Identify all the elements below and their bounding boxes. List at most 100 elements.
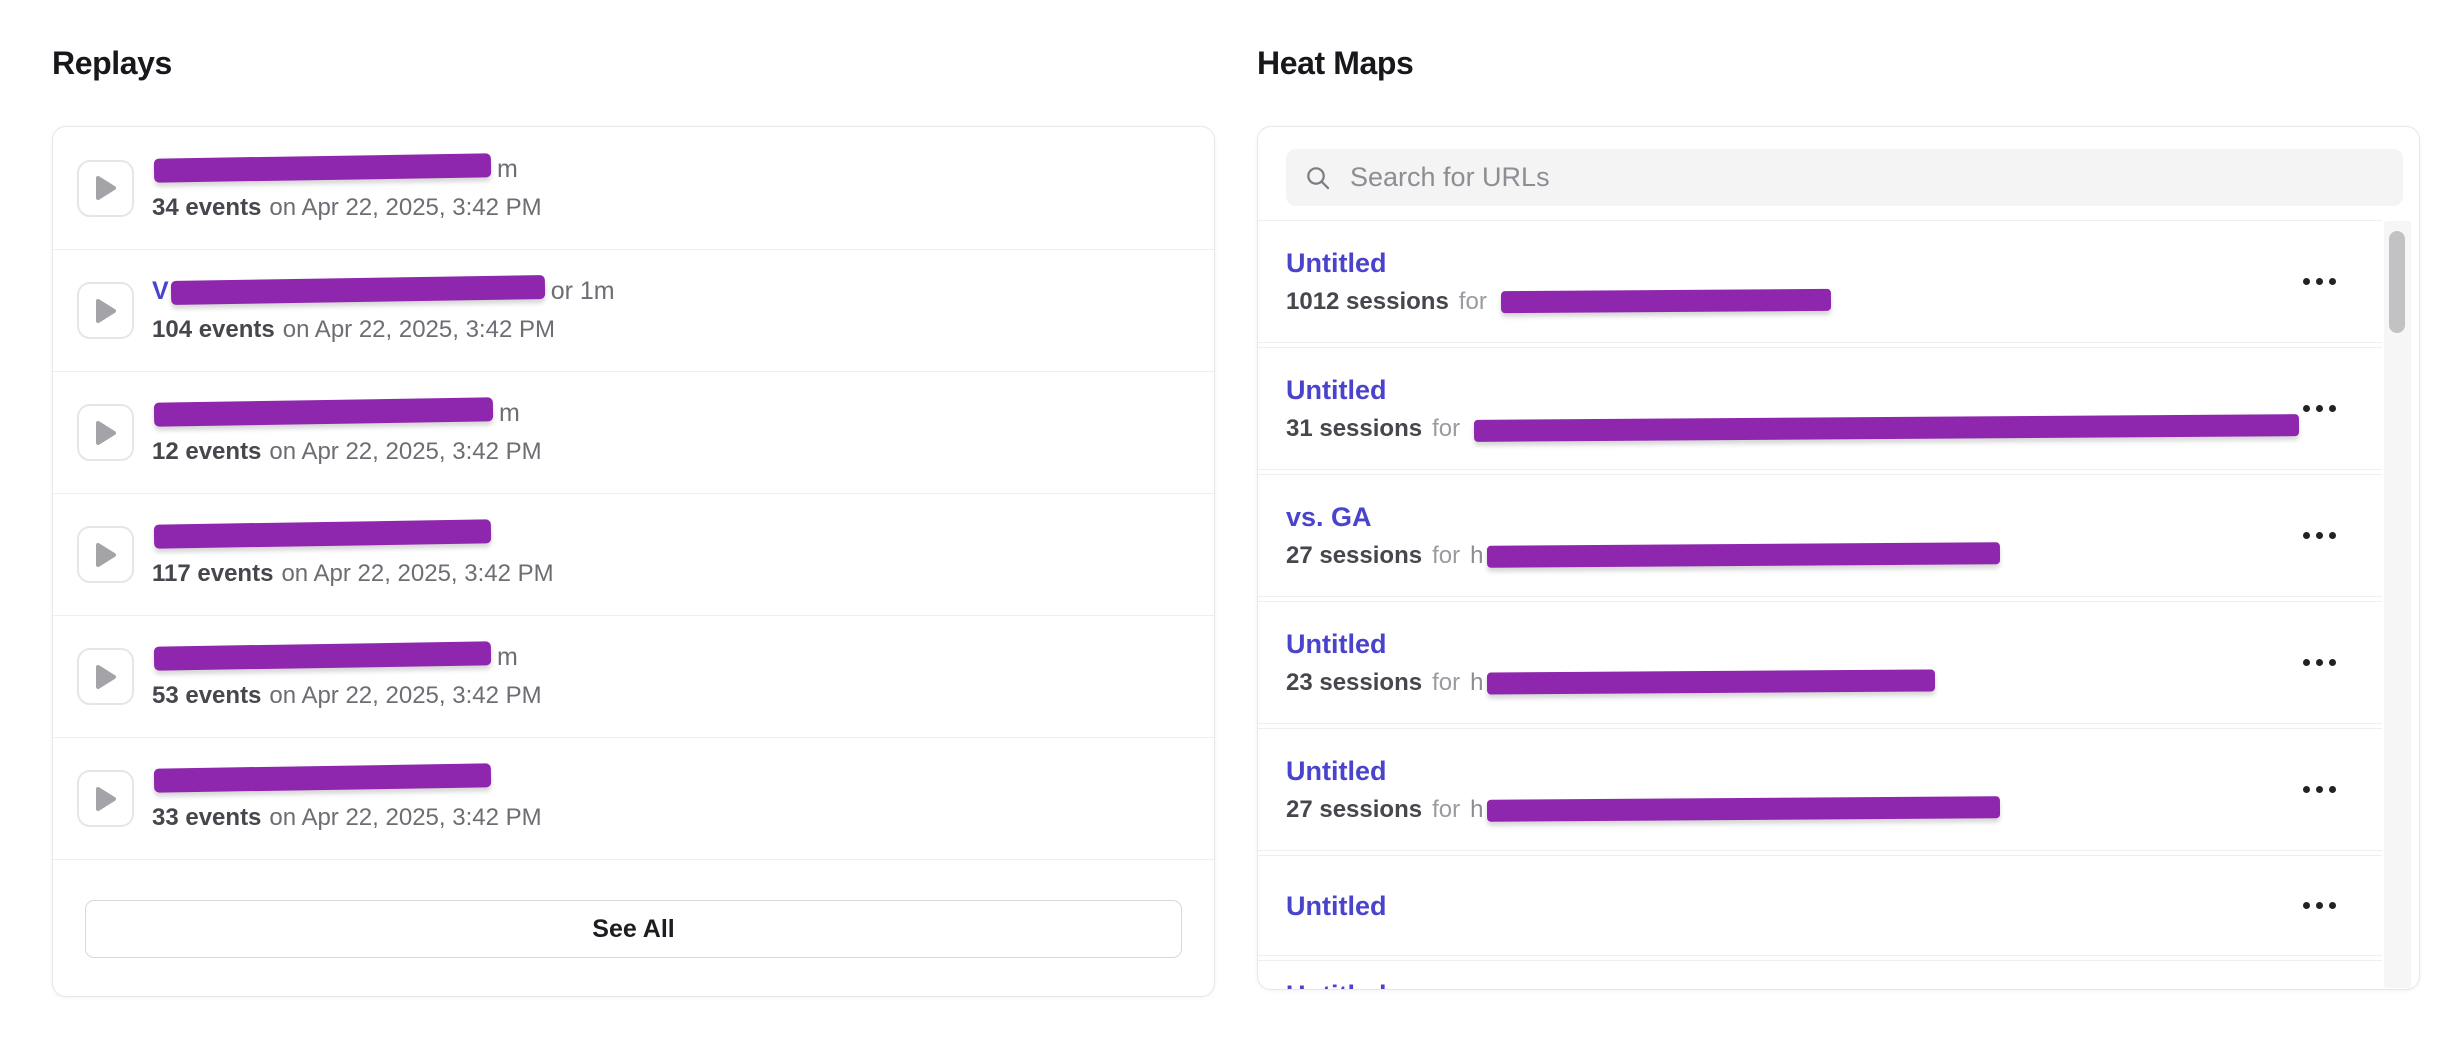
replay-row: 33 events on Apr 22, 2025, 3:42 PM <box>53 737 1214 859</box>
replay-title-tail: or 1m <box>550 277 615 305</box>
replays-heading: Replays <box>52 45 172 81</box>
heatmap-search-input[interactable] <box>1348 161 2385 194</box>
play-button[interactable] <box>77 770 134 827</box>
play-icon <box>95 664 116 689</box>
redaction-bar <box>153 152 492 183</box>
heatmap-search-box <box>1286 149 2403 206</box>
heatmap-search-section <box>1258 127 2419 220</box>
replay-date: on Apr 22, 2025, 3:42 PM <box>282 316 555 343</box>
heatmap-info: Untitled <box>1286 888 1387 924</box>
redaction-bar <box>170 275 545 305</box>
replay-meta: 53 events on Apr 22, 2025, 3:42 PM <box>152 680 542 712</box>
play-icon <box>95 298 116 323</box>
redaction-bar <box>1487 541 2001 568</box>
replay-title-link[interactable]: m <box>152 641 542 673</box>
heatmap-info: Untitled 23 sessions for h <box>1286 626 1936 700</box>
replay-title-link[interactable] <box>152 519 554 551</box>
heatmap-title-link[interactable]: Untitled <box>1286 755 1387 786</box>
play-button[interactable] <box>77 282 134 339</box>
more-options-button[interactable] <box>2299 395 2340 422</box>
replay-title-link[interactable]: m <box>152 152 542 185</box>
scrollbar-track[interactable] <box>2384 221 2411 988</box>
heatmap-for-label: for <box>1432 414 1461 442</box>
heatmap-title-link[interactable]: vs. GA <box>1286 501 1372 532</box>
play-icon <box>95 176 116 200</box>
replay-info: m 53 events on Apr 22, 2025, 3:42 PM <box>152 641 542 712</box>
more-options-button[interactable] <box>2299 268 2340 295</box>
ellipsis-icon <box>2329 902 2336 909</box>
replay-date: on Apr 22, 2025, 3:42 PM <box>269 804 542 831</box>
heatmaps-heading: Heat Maps <box>1257 45 1414 81</box>
heatmap-row: vs. GA 27 sessions for h <box>1258 474 2382 597</box>
heatmap-info: vs. GA 27 sessions for h <box>1286 499 2001 573</box>
ellipsis-icon <box>2329 278 2336 285</box>
play-button[interactable] <box>77 159 134 217</box>
redaction-bar <box>1474 413 2300 442</box>
more-options-button[interactable] <box>2299 776 2340 803</box>
replay-event-count: 117 events <box>152 560 274 587</box>
replay-meta: 33 events on Apr 22, 2025, 3:42 PM <box>152 802 542 834</box>
replay-row: m 53 events on Apr 22, 2025, 3:42 PM <box>53 615 1214 737</box>
replay-title-link[interactable]: m <box>152 397 542 429</box>
redaction-bar <box>153 519 492 549</box>
heatmap-for-label: for <box>1432 541 1461 569</box>
heatmap-for-label: for <box>1432 795 1461 823</box>
heatmap-meta: 27 sessions for h <box>1286 539 2001 573</box>
heatmap-row: Untitled 1012 sessions for <box>1258 220 2382 343</box>
ellipsis-icon <box>2316 786 2323 793</box>
heatmap-for-label: for <box>1432 668 1461 696</box>
redaction-bar <box>1487 795 2001 822</box>
heatmap-title-link[interactable]: Untitled <box>1286 628 1387 659</box>
search-icon <box>1307 166 1330 189</box>
ellipsis-icon <box>2303 405 2311 412</box>
ellipsis-icon <box>2329 405 2337 412</box>
replay-meta: 117 events on Apr 22, 2025, 3:42 PM <box>152 558 554 590</box>
replay-info: m 34 events on Apr 22, 2025, 3:42 PM <box>152 152 542 224</box>
heatmap-title-link[interactable]: Untitled <box>1286 374 1387 405</box>
ellipsis-icon <box>2329 659 2336 666</box>
replay-date: on Apr 22, 2025, 3:42 PM <box>269 438 542 465</box>
replay-meta: 104 events on Apr 22, 2025, 3:42 PM <box>152 314 615 346</box>
ellipsis-icon <box>2303 278 2310 285</box>
heatmaps-panel: Heat Maps Untitled 1012 sessions for Unti… <box>1257 44 2420 990</box>
heatmap-meta: 23 sessions for h <box>1286 666 1936 700</box>
heatmap-meta: 1012 sessions for <box>1286 285 1831 319</box>
heatmap-info: Untitled 27 sessions for h <box>1286 753 2001 827</box>
replay-title-link[interactable] <box>152 763 542 795</box>
play-button[interactable] <box>77 648 134 705</box>
heatmap-info: Untitled <box>1286 977 1387 989</box>
heatmap-row: Untitled 23 sessions for h <box>1258 601 2382 724</box>
heatmap-info: Untitled 31 sessions for <box>1286 372 2300 446</box>
redaction-bar <box>153 397 494 427</box>
heatmap-session-count: 27 sessions <box>1286 541 1423 569</box>
heatmap-title-link[interactable]: Untitled <box>1286 977 1387 989</box>
heatmap-meta: 27 sessions for h <box>1286 793 2001 827</box>
replay-title-tail: m <box>499 399 520 427</box>
redaction-bar <box>153 763 492 793</box>
play-button[interactable] <box>77 404 134 461</box>
heatmap-list: Untitled 1012 sessions for Untitled 31 se… <box>1258 220 2382 989</box>
heatmap-title-link[interactable]: Untitled <box>1286 890 1387 921</box>
more-options-button[interactable] <box>2299 892 2340 919</box>
ellipsis-icon <box>2303 532 2310 539</box>
heatmap-session-count: 23 sessions <box>1286 668 1423 696</box>
play-icon <box>95 786 116 811</box>
heatmap-session-count: 27 sessions <box>1286 795 1423 823</box>
heatmap-row: Untitled 27 sessions for h <box>1258 728 2382 851</box>
heatmaps-card: Untitled 1012 sessions for Untitled 31 se… <box>1257 126 2420 990</box>
heatmap-title-link[interactable]: Untitled <box>1286 247 1387 278</box>
heatmap-meta: 31 sessions for <box>1286 412 2300 446</box>
replay-date: on Apr 22, 2025, 3:42 PM <box>269 193 542 221</box>
see-all-button[interactable]: See All <box>85 900 1182 958</box>
heatmap-row: Untitled <box>1258 855 2382 956</box>
replay-event-count: 12 events <box>152 438 262 465</box>
ellipsis-icon <box>2303 902 2310 909</box>
scrollbar-thumb[interactable] <box>2389 231 2405 333</box>
play-button[interactable] <box>77 526 134 583</box>
more-options-button[interactable] <box>2299 649 2340 676</box>
more-options-button[interactable] <box>2299 522 2340 549</box>
